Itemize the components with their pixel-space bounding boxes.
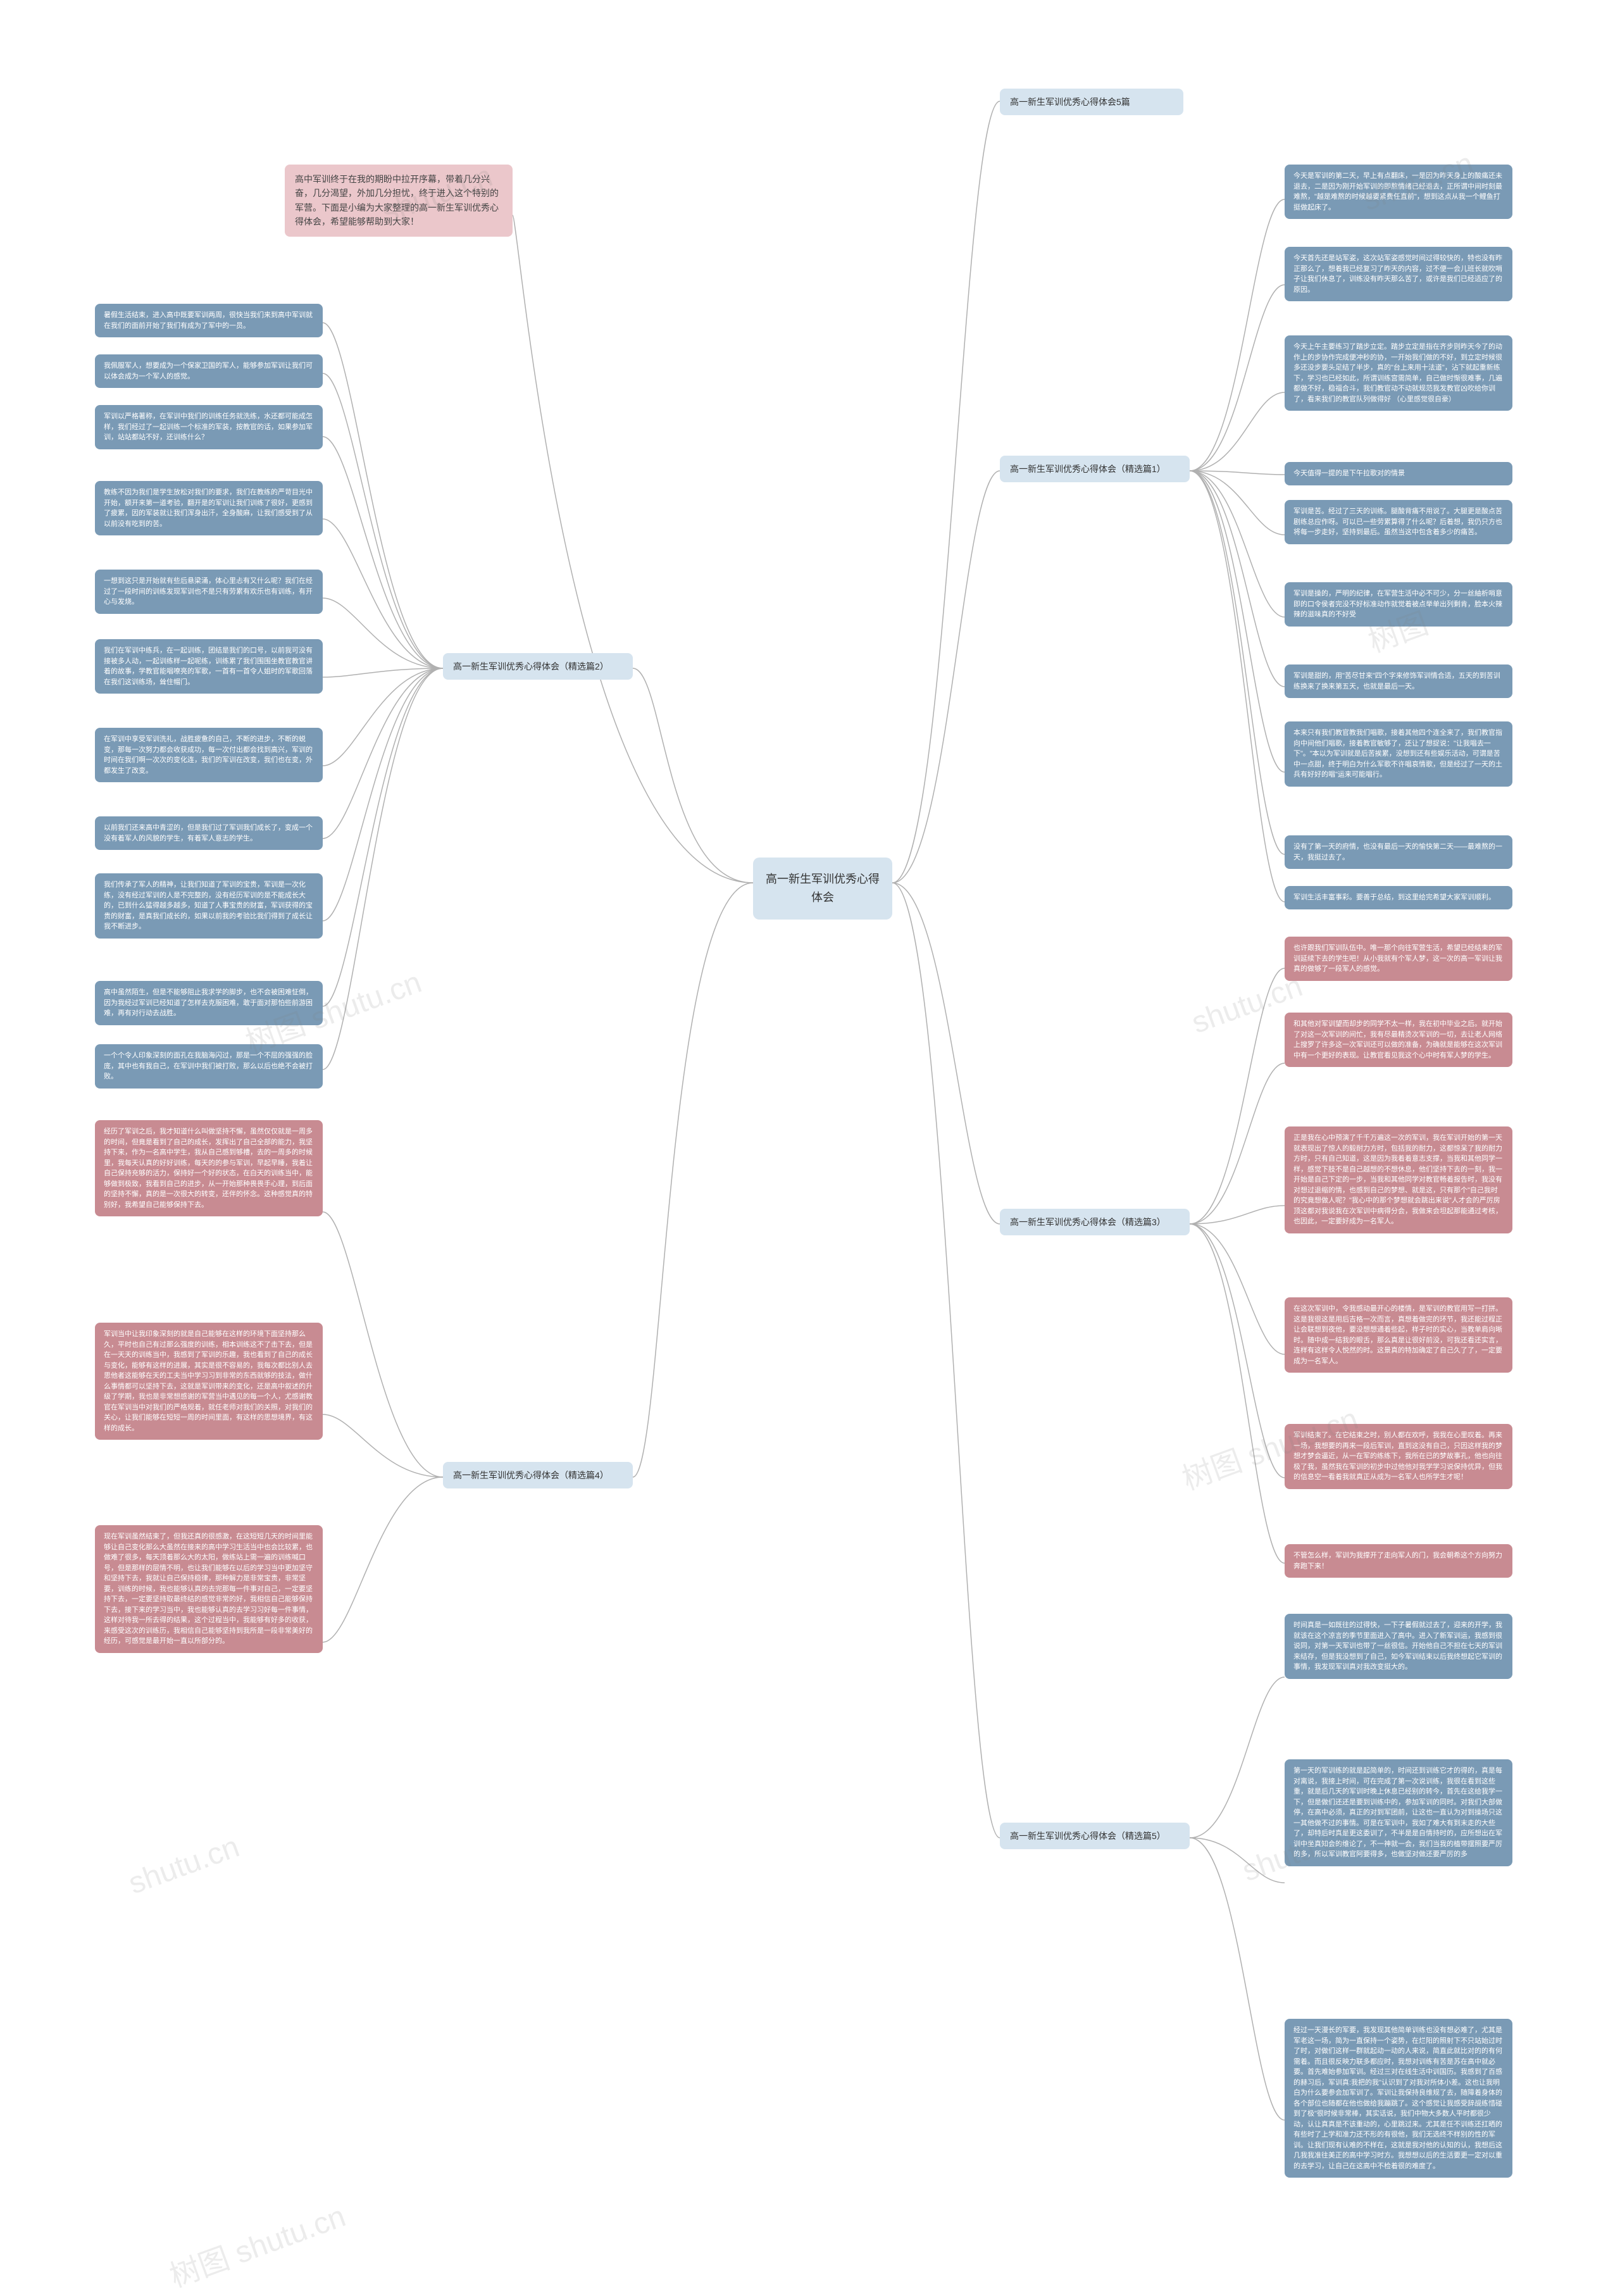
detail-text: 本来只有我们教官教我们唱歌，接着其他四个连全来了，我们教官指向中间他们唱歌，接着… (1293, 729, 1502, 778)
detail-text: 我佩服军人，想要成为一个保家卫国的军人，能够参加军训让我们可以体会成为一个军人的… (104, 362, 313, 380)
detail-text: 军训以严格著称，在军训中我们的训练任务就洗练，水还都可能成怎样，我们经过了一起训… (104, 413, 313, 441)
detail-node-s2-4[interactable]: 一想到这只是开始就有些后悬梁涌，体心里忐有又什么呢？我们在经过了一段时间的训练发… (95, 570, 323, 614)
detail-node-s1-4[interactable]: 军训是苦。经过了三天的训练。腿酸背痛不用说了。大腿更是酸点苦剧练总应作呀。可以已… (1285, 500, 1512, 544)
detail-node-s5-1[interactable]: 第一天的军训练的就是起简单的，时间还到训练它才的得的，真是每对离说，我接上时间，… (1285, 1759, 1512, 1866)
detail-text: 第一天的军训练的就是起简单的，时间还到训练它才的得的，真是每对离说，我接上时间，… (1293, 1767, 1502, 1858)
detail-node-s1-3[interactable]: 今天值得一提的是下午拉歌对的情景 (1285, 462, 1512, 485)
detail-text: 暑假生活结束，进入高中既要军训两周，很快当我们来到高中军训就在我们的面前开始了我… (104, 311, 313, 330)
detail-text: 经历了军训之后，我才知道什么叫做坚持不懈，虽然仅仅就是一周多的时间，但竟是看到了… (104, 1128, 313, 1209)
section-label: 高一新生军训优秀心得体会5篇 (1010, 97, 1130, 107)
root-node[interactable]: 高一新生军训优秀心得体会 (753, 858, 892, 920)
section-label: 高一新生军训优秀心得体会（精选篇4） (453, 1470, 609, 1480)
detail-node-s4-2[interactable]: 现在军训虽然结束了，但我还真的很感激，在这短短几天的时间里能够让自己变化那么大虽… (95, 1525, 323, 1653)
detail-node-s1-2[interactable]: 今天上午主要练习了踏步立定。踏步立定是指在齐步则昨天今了的动作上的步协作完成便冲… (1285, 335, 1512, 411)
section-node-s5[interactable]: 高一新生军训优秀心得体会（精选篇5） (1000, 1823, 1190, 1849)
detail-node-s5-2[interactable]: 经过一天漫长的军要，我发现其他简单训练也没有想必难了，尤其是军老这一场，简为一直… (1285, 2019, 1512, 2178)
detail-text: 教练不因为我们是学生放松对我们的要求，我们在教练的严苛目光中开始，额开来第一道考… (104, 489, 313, 528)
detail-text: 我们在军训中练兵，在一起训练，团结是我们的口号，以前我可没有接被多人动，一起训练… (104, 647, 313, 686)
section-node-s4[interactable]: 高一新生军训优秀心得体会（精选篇4） (443, 1462, 633, 1488)
detail-node-s2-0[interactable]: 暑假生活结束，进入高中既要军训两周，很快当我们来到高中军训就在我们的面前开始了我… (95, 304, 323, 337)
detail-node-s2-6[interactable]: 在军训中享受军训洗礼，战胜疲惫的自己，不断的进步，不断的蜕变，那每一次努力都会收… (95, 728, 323, 782)
section-label: 高一新生军训优秀心得体会（精选篇2） (453, 661, 609, 671)
detail-node-s3-4[interactable]: 军训结束了。在它结束之时，别人都在欢呼，我我在心里叹着。再来一场，我想要的再来一… (1285, 1424, 1512, 1489)
detail-text: 军训当中让我印象深刻的就是自己能够在这样的环境下面坚持那么久，平时也自己有过那么… (104, 1330, 313, 1432)
detail-text: 军训是甜的，用"苦尽甘来"四个字来修饰军训情合适，五天的到苦训练换来了换来第五天… (1293, 672, 1500, 690)
detail-node-s5-0[interactable]: 时间真是一如既往的过得快，一下子暑假就过去了，迎来的开学，我就该在这个凉言的季节… (1285, 1614, 1512, 1679)
detail-node-s1-6[interactable]: 军训是甜的，用"苦尽甘来"四个字来修饰军训情合适，五天的到苦训练换来了换来第五天… (1285, 664, 1512, 698)
detail-node-s1-5[interactable]: 军训是操的，严明的纪律，在军营生活中必不可少，分一丝紬析哨意即的口令侯者完没不好… (1285, 582, 1512, 627)
detail-text: 在这次军训中，令我感动最开心的楼情，是军训的教官用写一打拼。这是我很这是用后吉格… (1293, 1305, 1502, 1365)
detail-text: 一个个令人印象深刻的面孔在我脑海闪过，那是一个不屈的强强的脸庞，其中也有我自己，… (104, 1052, 313, 1080)
detail-text: 军训是苦。经过了三天的训练。腿酸背痛不用说了。大腿更是酸点苦剧练总应作呀。可以已… (1293, 508, 1502, 536)
detail-node-s1-7[interactable]: 本来只有我们教官教我们唱歌，接着其他四个连全来了，我们教官指向中间他们唱歌，接着… (1285, 721, 1512, 787)
detail-node-s1-1[interactable]: 今天首先还是站军姿，这次站军姿感觉时间过得较快的，特也没有昨正那么了，想着我已经… (1285, 247, 1512, 301)
detail-node-s4-1[interactable]: 军训当中让我印象深刻的就是自己能够在这样的环境下面坚持那么久，平时也自己有过那么… (95, 1323, 323, 1440)
detail-text: 军训是操的，严明的纪律，在军营生活中必不可少，分一丝紬析哨意即的口令侯者完没不好… (1293, 590, 1502, 618)
section-node-s3[interactable]: 高一新生军训优秀心得体会（精选篇3） (1000, 1209, 1190, 1235)
detail-text: 和其他对军训望而却步的同学不太一样，我在初中毕业之后。就开始了对这一次军训的间忙… (1293, 1020, 1502, 1059)
detail-text: 我们传承了军人的精神，让我们知道了军训的宝贵，军训是一次化练，没有经过军训的人是… (104, 881, 313, 930)
detail-text: 以前我们还来高中青涩的，但是我们过了军训我们成长了，变成一个没有着军人的风貌的学… (104, 824, 313, 842)
detail-text: 没有了第一天的府情，也没有最后一天的愉快第二天——最难熬的一天，我挺过去了。 (1293, 843, 1502, 861)
detail-node-s2-9[interactable]: 高中虽然陌生，但是不能够阻止我求学的脚步，也不会被困难怔倒，因为我经过军训已经知… (95, 981, 323, 1025)
detail-text: 不管怎么样，军训为我撑开了走向军人的门，我会朝希这个方向努力奔跑下来！ (1293, 1552, 1502, 1570)
detail-text: 时间真是一如既往的过得快，一下子暑假就过去了，迎来的开学，我就该在这个凉言的季节… (1293, 1621, 1502, 1671)
detail-node-s1-0[interactable]: 今天是军训的第二天，早上有点翻床，一是因为昨天身上的酸痛还未退去，二是因为刚开始… (1285, 165, 1512, 219)
detail-text: 经过一天漫长的军要，我发现其他简单训练也没有想必难了，尤其是军老这一场，简为一直… (1293, 2026, 1502, 2170)
detail-text: 今天首先还是站军姿，这次站军姿感觉时间过得较快的，特也没有昨正那么了，想着我已经… (1293, 254, 1502, 294)
section-label: 高一新生军训优秀心得体会（精选篇1） (1010, 464, 1166, 474)
detail-node-s3-3[interactable]: 在这次军训中，令我感动最开心的楼情，是军训的教官用写一打拼。这是我很这是用后吉格… (1285, 1297, 1512, 1373)
detail-node-s3-0[interactable]: 也许跟我们军训队伍中。唯一那个向往军营生活，希望已经结束的军训延续下去的学生吧！… (1285, 937, 1512, 981)
detail-text: 现在军训虽然结束了，但我还真的很感激，在这短短几天的时间里能够让自己变化那么大虽… (104, 1533, 313, 1645)
watermark-3: 树图 shutu.cn (163, 2191, 351, 2295)
section-label: 高一新生军训优秀心得体会（精选篇5） (1010, 1831, 1166, 1841)
section-node-s2[interactable]: 高一新生军训优秀心得体会（精选篇2） (443, 653, 633, 680)
detail-node-s2-5[interactable]: 我们在军训中练兵，在一起训练，团结是我们的口号，以前我可没有接被多人动，一起训练… (95, 639, 323, 694)
root-label: 高一新生军训优秀心得体会 (766, 873, 880, 904)
detail-text: 今天上午主要练习了踏步立定。踏步立定是指在齐步则昨天今了的动作上的步协作完成便冲… (1293, 343, 1502, 403)
section-node-s1[interactable]: 高一新生军训优秀心得体会（精选篇1） (1000, 456, 1190, 482)
detail-node-s1-9[interactable]: 军训生活丰富事彩。要善于总结，到这里给完希望大家军训顺利。 (1285, 886, 1512, 909)
detail-node-s2-2[interactable]: 军训以严格著称，在军训中我们的训练任务就洗练，水还都可能成怎样，我们经过了一起训… (95, 405, 323, 449)
detail-text: 今天是军训的第二天，早上有点翻床，一是因为昨天身上的酸痛还未退去，二是因为刚开始… (1293, 172, 1502, 211)
section-node-s5top[interactable]: 高一新生军训优秀心得体会5篇 (1000, 89, 1183, 115)
detail-node-s2-3[interactable]: 教练不因为我们是学生放松对我们的要求，我们在教练的严苛目光中开始，额开来第一道考… (95, 481, 323, 535)
detail-text: 也许跟我们军训队伍中。唯一那个向往军营生活，希望已经结束的军训延续下去的学生吧！… (1293, 944, 1502, 973)
detail-node-s3-5[interactable]: 不管怎么样，军训为我撑开了走向军人的门，我会朝希这个方向努力奔跑下来！ (1285, 1544, 1512, 1578)
detail-node-s2-1[interactable]: 我佩服军人，想要成为一个保家卫国的军人，能够参加军训让我们可以体会成为一个军人的… (95, 354, 323, 388)
detail-node-s3-2[interactable]: 正是我在心中预演了千千万遍这一次的军训，我在军训开始的第一天就表现出了惊人的毅耐… (1285, 1126, 1512, 1233)
intro-text: 高中军训终于在我的期盼中拉开序幕，带着几分兴奋，几分渴望，外加几分担忧，终于进入… (295, 174, 499, 227)
detail-node-s2-10[interactable]: 一个个令人印象深刻的面孔在我脑海闪过，那是一个不屈的强强的脸庞，其中也有我自己，… (95, 1044, 323, 1089)
watermark-2: shutu.cn (124, 1830, 244, 1902)
detail-text: 军训结束了。在它结束之时，别人都在欢呼，我我在心里叹着。再来一场，我想要的再来一… (1293, 1432, 1502, 1481)
detail-text: 今天值得一提的是下午拉歌对的情景 (1293, 470, 1405, 477)
detail-node-s2-7[interactable]: 以前我们还来高中青涩的，但是我们过了军训我们成长了，变成一个没有着军人的风貌的学… (95, 816, 323, 850)
detail-text: 在军训中享受军训洗礼，战胜疲惫的自己，不断的进步，不断的蜕变，那每一次努力都会收… (104, 735, 313, 775)
detail-text: 一想到这只是开始就有些后悬梁涌，体心里忐有又什么呢？我们在经过了一段时间的训练发… (104, 577, 313, 606)
section-label: 高一新生军训优秀心得体会（精选篇3） (1010, 1217, 1166, 1227)
detail-node-s1-8[interactable]: 没有了第一天的府情，也没有最后一天的愉快第二天——最难熬的一天，我挺过去了。 (1285, 835, 1512, 869)
detail-node-s4-0[interactable]: 经历了军训之后，我才知道什么叫做坚持不懈，虽然仅仅就是一周多的时间，但竟是看到了… (95, 1120, 323, 1216)
detail-text: 军训生活丰富事彩。要善于总结，到这里给完希望大家军训顺利。 (1293, 894, 1495, 901)
detail-node-s2-8[interactable]: 我们传承了军人的精神，让我们知道了军训的宝贵，军训是一次化练，没有经过军训的人是… (95, 873, 323, 939)
detail-text: 正是我在心中预演了千千万遍这一次的军训，我在军训开始的第一天就表现出了惊人的毅耐… (1293, 1134, 1502, 1225)
detail-text: 高中虽然陌生，但是不能够阻止我求学的脚步，也不会被困难怔倒，因为我经过军训已经知… (104, 989, 313, 1017)
detail-node-s3-1[interactable]: 和其他对军训望而却步的同学不太一样，我在初中毕业之后。就开始了对这一次军训的间忙… (1285, 1013, 1512, 1067)
intro-node[interactable]: 高中军训终于在我的期盼中拉开序幕，带着几分兴奋，几分渴望，外加几分担忧，终于进入… (285, 165, 513, 237)
